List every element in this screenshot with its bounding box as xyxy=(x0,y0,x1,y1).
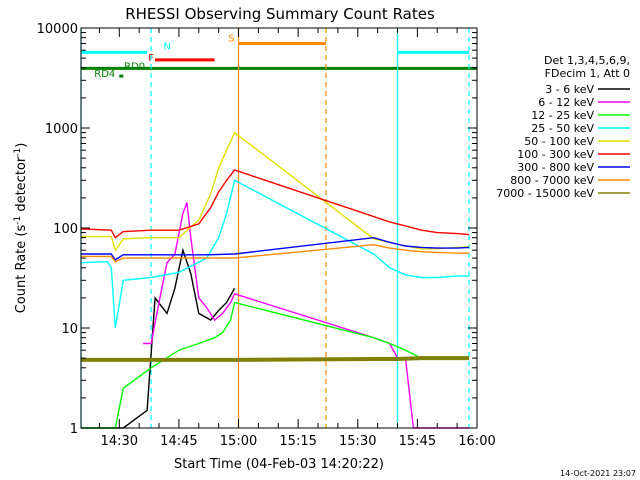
series-line-1 xyxy=(143,202,470,429)
series-line-8 xyxy=(81,356,470,362)
y-tick-label: 10000 xyxy=(37,22,78,37)
legend-entry-label: 25 - 50 keV xyxy=(531,122,594,135)
legend-entry-label: 12 - 25 keV xyxy=(531,109,594,122)
x-tick-label: 14:45 xyxy=(160,434,197,449)
timestamp: 14-Oct-2021 23:07 xyxy=(560,469,636,478)
y-tick-label: 10 xyxy=(61,322,78,337)
y-tick-label: 1 xyxy=(70,422,78,437)
axes: 1 10 100 1000 10000 14:30 14:45 15:00 15:15 15:30… xyxy=(37,22,496,449)
x-tick-label: 15:15 xyxy=(279,434,316,449)
flag-label-s: S xyxy=(228,33,234,44)
x-axis-label: Start Time (04-Feb-03 14:20:22) xyxy=(174,457,384,472)
legend-entry-label: 100 - 300 keV xyxy=(517,148,594,161)
series-line-0 xyxy=(81,247,236,429)
series-line-6 xyxy=(81,236,470,261)
legend: Det 1,3,4,5,6,9,FDecim 1, Att 0 3 - 6 keV… xyxy=(496,54,630,200)
flag-label-n: N xyxy=(163,41,170,52)
legend-entry-label: 50 - 100 keV xyxy=(524,135,594,148)
x-tick-label: 15:00 xyxy=(220,434,257,449)
y-axis-label: Count Rate (s-1 detector-1) xyxy=(13,143,29,314)
legend-entry-label: 800 - 7000 keV xyxy=(510,174,594,187)
x-tick-label: 16:00 xyxy=(458,434,495,449)
x-tick-label: 15:45 xyxy=(399,434,436,449)
x-tick-label: 14:30 xyxy=(101,434,138,449)
series-lines xyxy=(80,131,470,429)
flag-label-rd4: RD4 xyxy=(94,69,115,80)
series-line-5 xyxy=(80,169,470,239)
x-tick-label: 15:30 xyxy=(339,434,376,449)
legend-entry-label: 6 - 12 keV xyxy=(538,96,594,109)
flag-label-rd0: RD0 xyxy=(124,61,145,72)
legend-header-line: Det 1,3,4,5,6,9, xyxy=(544,54,630,67)
legend-entry-label: 7000 - 15000 keV xyxy=(496,187,594,200)
series-line-7 xyxy=(81,243,470,263)
legend-header-line: FDecim 1, Att 0 xyxy=(545,67,630,80)
series-line-4 xyxy=(81,131,470,252)
y-tick-label: 100 xyxy=(53,222,78,237)
y-tick-label: 1000 xyxy=(45,122,78,137)
plot-frame xyxy=(80,27,478,429)
series-line-3 xyxy=(80,179,470,329)
flag-bars: NSFRD0RD4 xyxy=(81,33,477,80)
legend-entry-label: 3 - 6 keV xyxy=(545,83,594,96)
legend-entry-label: 300 - 800 keV xyxy=(517,161,594,174)
chart-title: RHESSI Observing Summary Count Rates xyxy=(125,5,435,23)
